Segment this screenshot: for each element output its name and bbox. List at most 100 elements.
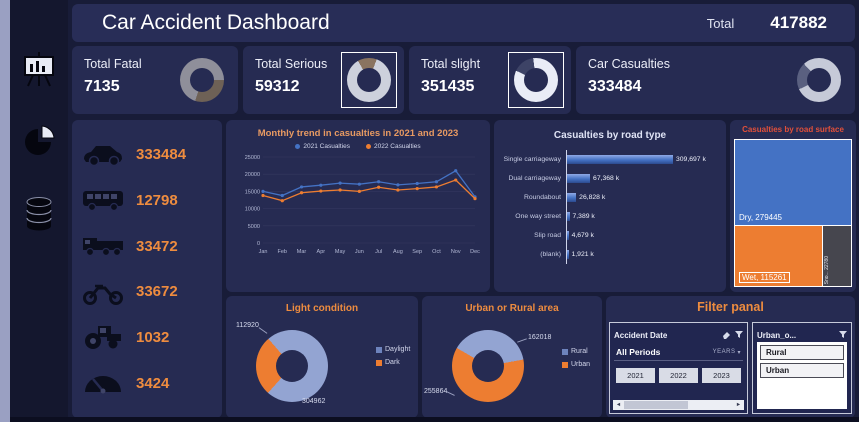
series-marker: [562, 348, 568, 355]
bar-category-label: One way street: [515, 213, 561, 220]
svg-text:Feb: Feb: [278, 249, 287, 255]
presentation-chart-icon[interactable]: [19, 50, 59, 90]
bar-value-label: 4,679 k: [571, 232, 594, 239]
treemap-block-dry[interactable]: Dry, 279445: [735, 140, 851, 227]
year-button-2021[interactable]: 2021: [616, 368, 655, 383]
svg-text:Dec: Dec: [470, 249, 480, 255]
vehicle-row: 333484: [80, 142, 222, 168]
bar[interactable]: [567, 231, 569, 240]
scroll-left-arrow[interactable]: ◄: [615, 402, 622, 408]
vehicle-casualties-panel: 333484 12798 33472 33672 1032: [72, 120, 222, 418]
legend-item: 2022 Casualties: [366, 143, 421, 150]
legend-label: 2021 Casualties: [303, 143, 350, 151]
vehicle-count: 12798: [136, 191, 178, 209]
chevron-down-icon: ▾: [737, 349, 741, 356]
scroll-right-arrow[interactable]: ►: [735, 402, 742, 408]
bar[interactable]: [567, 155, 673, 164]
total-value: 417882: [770, 13, 827, 32]
bar-value-label: 1,921 k: [571, 251, 594, 258]
bus-icon: [80, 187, 126, 213]
bar[interactable]: [567, 174, 591, 183]
bar-row: Dual carriageway 67,368 k: [494, 169, 724, 188]
year-buttons: 2021 2022 2023: [610, 361, 747, 383]
kpi-label: Total Serious: [255, 57, 328, 71]
bar-row: (blank) 1,921 k: [494, 245, 724, 264]
pie-legend: Daylight Dark: [376, 346, 410, 366]
road-surface-treemap: Dry, 279445 Wet, 115261 Sno... 22780: [734, 139, 852, 287]
svg-text:Apr: Apr: [317, 249, 326, 255]
filter-funnel-icon[interactable]: [839, 326, 847, 344]
speedometer-icon: [80, 370, 126, 396]
clear-filter-icon[interactable]: [722, 326, 731, 344]
chart-title: Casualties by road type: [553, 130, 667, 141]
slicer-item-urban[interactable]: Urban: [760, 363, 844, 378]
road-type-bar-chart: Single carriageway 309,697 k Dual carriage…: [494, 150, 726, 264]
road-type-card: Casualties by road type Single carriagew…: [494, 120, 726, 292]
kpi-card-car-casualties: Car Casualties 333484: [576, 46, 855, 114]
data-label: 255864: [424, 388, 448, 395]
vehicle-count: 1032: [136, 328, 170, 346]
light-condition-donut[interactable]: [256, 330, 328, 402]
trend-line-chart[interactable]: 0 5000 10000 15000 20000 25000 Jan Feb Mar Apr May…: [233, 151, 483, 261]
kpi-card-total-fatal: Total Fatal 7135: [72, 46, 238, 114]
svg-text:0: 0: [257, 241, 260, 247]
bar[interactable]: [567, 193, 577, 202]
bar-track: 7,389 k: [566, 207, 724, 226]
leader-line: [446, 391, 455, 396]
vehicle-row: 1032: [80, 324, 222, 350]
bar[interactable]: [567, 250, 569, 259]
slicer-item-rural[interactable]: Rural: [760, 345, 844, 360]
svg-text:Jun: Jun: [355, 249, 364, 255]
bar-track: 26,828 k: [566, 188, 724, 207]
bar[interactable]: [567, 212, 570, 221]
kpi-label: Total slight: [421, 57, 481, 71]
scrollbar-thumb[interactable]: [624, 401, 688, 409]
bar-value-label: 26,828 k: [579, 194, 606, 201]
svg-text:May: May: [335, 249, 346, 255]
svg-text:Jan: Jan: [259, 249, 268, 255]
horizontal-scrollbar[interactable]: ◄ ►: [613, 400, 744, 410]
year-button-2023[interactable]: 2023: [702, 368, 741, 383]
bar-category-label: (blank): [540, 251, 561, 258]
year-button-2022[interactable]: 2022: [659, 368, 698, 383]
filter-panel-card: Filter panal Accident Date All Periods Y…: [606, 296, 855, 418]
bar-track: 1,921 k: [566, 245, 724, 264]
legend-item: Urban: [562, 361, 590, 368]
series-marker: [562, 361, 568, 368]
pie-chart-icon[interactable]: [19, 122, 59, 162]
bar-category-label: Single carriageway: [503, 156, 561, 163]
data-label: 162018: [528, 334, 552, 341]
granularity-dropdown[interactable]: YEARS ▾: [712, 349, 741, 356]
slicer-header: Accident Date: [610, 323, 747, 345]
series-marker: [295, 144, 301, 150]
period-label: All Periods: [616, 347, 661, 357]
bar-value-label: 309,697 k: [676, 156, 706, 163]
kpi-gauge: [797, 58, 841, 102]
vehicle-count: 33472: [136, 237, 178, 255]
treemap-label: Wet, 115261: [739, 272, 790, 283]
gauge-highlight-box: [341, 52, 397, 108]
slicer-title: Accident Date: [614, 330, 668, 340]
legend-label: Daylight: [385, 346, 411, 353]
treemap-block-snow[interactable]: Sno... 22780: [823, 226, 851, 286]
legend-label: Urban: [571, 361, 591, 368]
leader-line: [258, 327, 268, 334]
chart-title: Monthly trend in casualties in 2021 and …: [257, 128, 459, 139]
motorcycle-icon: [80, 279, 126, 305]
bar-category-label: Slip road: [534, 232, 561, 239]
kpi-gauge: [180, 58, 224, 102]
legend-item: 2021 Casualties: [295, 143, 350, 150]
chart-title: Light condition: [285, 303, 359, 314]
sidebar: [10, 0, 68, 422]
kpi-gauge: [514, 58, 558, 102]
left-accent-strip: [0, 0, 10, 422]
urban-rural-donut[interactable]: [452, 330, 524, 402]
slicer-title: Urban_o...: [757, 330, 797, 340]
treemap-block-wet[interactable]: Wet, 115261: [735, 226, 824, 286]
page-title: Car Accident Dashboard: [102, 11, 330, 34]
legend-item: Dark: [376, 359, 410, 366]
filter-funnel-icon[interactable]: [735, 326, 743, 344]
database-icon[interactable]: [19, 194, 59, 234]
urban-rural-card: Urban or Rural area 162018 255864 Rural …: [422, 296, 602, 418]
